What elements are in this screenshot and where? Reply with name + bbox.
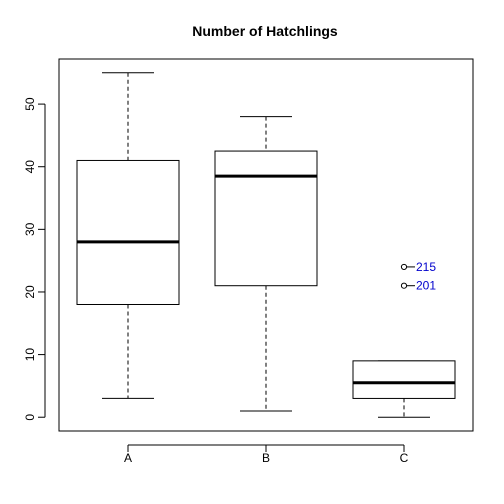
y-tick-label: 40 bbox=[23, 160, 37, 174]
x-tick-label: C bbox=[400, 451, 409, 465]
iqr-box bbox=[214, 150, 318, 287]
iqr-box bbox=[76, 159, 180, 305]
y-tick-label: 30 bbox=[23, 222, 37, 236]
outlier-point bbox=[400, 282, 408, 289]
y-tick-label: 20 bbox=[23, 285, 37, 299]
outlier-point bbox=[400, 263, 408, 271]
y-axis: 0 10 20 30 40 50 bbox=[23, 97, 46, 421]
x-tick-label: B bbox=[262, 451, 270, 465]
outlier-201: 201 bbox=[400, 279, 436, 293]
chart-title: Number of Hatchlings bbox=[192, 23, 338, 39]
y-tick-label: 10 bbox=[23, 348, 37, 362]
box-A bbox=[76, 72, 180, 399]
plot-frame bbox=[58, 58, 474, 432]
box-B bbox=[214, 116, 318, 412]
x-tick-label: A bbox=[124, 451, 132, 465]
outlier-label: 201 bbox=[416, 279, 436, 293]
y-tick-label: 0 bbox=[23, 414, 37, 421]
y-tick-label: 50 bbox=[23, 97, 37, 111]
outlier-label: 215 bbox=[416, 260, 436, 274]
x-axis: A B C bbox=[124, 444, 409, 465]
box-C bbox=[352, 360, 456, 418]
iqr-box bbox=[352, 360, 456, 399]
outlier-215: 215 bbox=[400, 260, 436, 274]
boxes-layer bbox=[76, 72, 456, 418]
